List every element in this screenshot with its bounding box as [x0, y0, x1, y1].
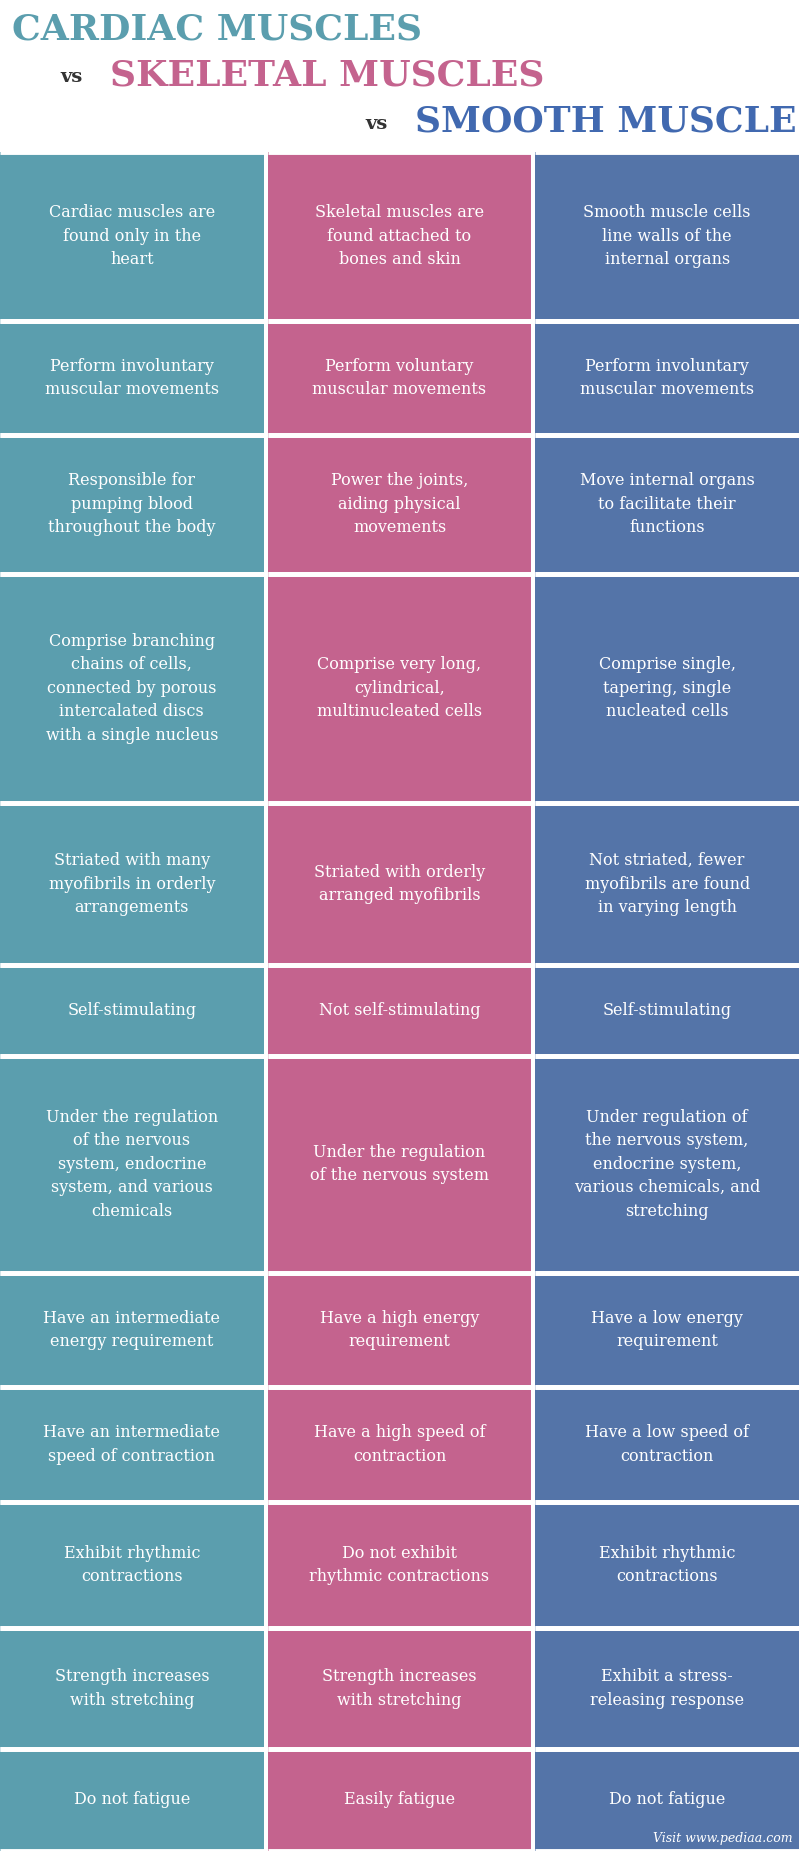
Text: Cardiac muscles are
found only in the
heart: Cardiac muscles are found only in the he… — [49, 204, 215, 269]
Text: Have an intermediate
speed of contraction: Have an intermediate speed of contractio… — [43, 1425, 221, 1464]
Bar — [535, 1273, 799, 1388]
Text: Comprise branching
chains of cells,
connected by porous
intercalated discs
with : Comprise branching chains of cells, conn… — [46, 632, 218, 743]
Bar — [0, 1388, 264, 1501]
Text: Strength increases
with stretching: Strength increases with stretching — [54, 1668, 209, 1708]
Bar — [535, 152, 799, 321]
Text: Comprise very long,
cylindrical,
multinucleated cells: Comprise very long, cylindrical, multinu… — [317, 656, 482, 721]
Text: Under regulation of
the nervous system,
endocrine system,
various chemicals, and: Under regulation of the nervous system, … — [574, 1108, 761, 1219]
Text: Strength increases
with stretching: Strength increases with stretching — [322, 1668, 477, 1708]
Text: Perform involuntary
muscular movements: Perform involuntary muscular movements — [580, 358, 754, 398]
Text: Have an intermediate
energy requirement: Have an intermediate energy requirement — [43, 1310, 221, 1351]
Text: Have a low speed of
contraction: Have a low speed of contraction — [585, 1425, 749, 1464]
Text: SKELETAL MUSCLES: SKELETAL MUSCLES — [110, 57, 544, 93]
Bar — [268, 574, 531, 802]
Text: Perform involuntary
muscular movements: Perform involuntary muscular movements — [45, 358, 219, 398]
Text: Self-stimulating: Self-stimulating — [602, 1002, 732, 1019]
Text: Have a high energy
requirement: Have a high energy requirement — [320, 1310, 479, 1351]
Text: Exhibit rhythmic
contractions: Exhibit rhythmic contractions — [64, 1545, 200, 1584]
Text: Exhibit a stress-
releasing response: Exhibit a stress- releasing response — [590, 1668, 744, 1708]
Bar — [268, 1056, 531, 1273]
Text: Striated with orderly
arranged myofibrils: Striated with orderly arranged myofibril… — [314, 863, 485, 904]
Text: Skeletal muscles are
found attached to
bones and skin: Skeletal muscles are found attached to b… — [315, 204, 484, 269]
Bar — [268, 802, 531, 965]
Text: Power the joints,
aiding physical
movements: Power the joints, aiding physical moveme… — [331, 473, 468, 537]
Text: Under the regulation
of the nervous system: Under the regulation of the nervous syst… — [310, 1143, 489, 1184]
Text: Self-stimulating: Self-stimulating — [67, 1002, 197, 1019]
Bar — [535, 1501, 799, 1629]
Text: SMOOTH MUSCLES: SMOOTH MUSCLES — [415, 106, 799, 139]
Bar — [268, 435, 531, 574]
Bar — [0, 152, 264, 321]
Bar — [535, 574, 799, 802]
Bar — [535, 965, 799, 1056]
Bar — [0, 1056, 264, 1273]
Bar — [268, 965, 531, 1056]
Bar — [0, 435, 264, 574]
Text: Perform voluntary
muscular movements: Perform voluntary muscular movements — [312, 358, 487, 398]
Text: CARDIAC MUSCLES: CARDIAC MUSCLES — [12, 11, 422, 46]
Bar — [535, 1749, 799, 1851]
Bar — [535, 1629, 799, 1749]
Text: Have a low energy
requirement: Have a low energy requirement — [591, 1310, 743, 1351]
Text: Under the regulation
of the nervous
system, endocrine
system, and various
chemic: Under the regulation of the nervous syst… — [46, 1108, 218, 1219]
Bar — [535, 1388, 799, 1501]
Bar — [268, 1501, 531, 1629]
Bar — [0, 321, 264, 435]
Bar — [535, 1056, 799, 1273]
Text: Do not fatigue: Do not fatigue — [74, 1792, 190, 1809]
Text: Not self-stimulating: Not self-stimulating — [319, 1002, 480, 1019]
Text: Do not fatigue: Do not fatigue — [609, 1792, 725, 1809]
Text: Visit www.pediaa.com: Visit www.pediaa.com — [654, 1833, 793, 1846]
Text: Easily fatigue: Easily fatigue — [344, 1792, 455, 1809]
Bar — [268, 321, 531, 435]
Bar — [0, 1629, 264, 1749]
Text: Not striated, fewer
myofibrils are found
in varying length: Not striated, fewer myofibrils are found… — [585, 852, 749, 915]
Text: Striated with many
myofibrils in orderly
arrangements: Striated with many myofibrils in orderly… — [49, 852, 215, 915]
Text: Have a high speed of
contraction: Have a high speed of contraction — [314, 1425, 485, 1464]
Bar — [0, 802, 264, 965]
Bar — [268, 1749, 531, 1851]
Text: Exhibit rhythmic
contractions: Exhibit rhythmic contractions — [599, 1545, 735, 1584]
Bar — [268, 1629, 531, 1749]
Text: Move internal organs
to facilitate their
functions: Move internal organs to facilitate their… — [580, 473, 754, 537]
Bar — [0, 1749, 264, 1851]
Bar — [535, 802, 799, 965]
Text: vs: vs — [365, 115, 388, 133]
Bar — [535, 435, 799, 574]
Text: Do not exhibit
rhythmic contractions: Do not exhibit rhythmic contractions — [309, 1545, 490, 1584]
Bar — [535, 321, 799, 435]
Text: Comprise single,
tapering, single
nucleated cells: Comprise single, tapering, single nuclea… — [598, 656, 736, 721]
Text: vs: vs — [60, 69, 82, 85]
Bar — [268, 1273, 531, 1388]
Bar — [268, 152, 531, 321]
Bar — [0, 1273, 264, 1388]
Bar — [0, 574, 264, 802]
Bar — [0, 965, 264, 1056]
Bar — [268, 1388, 531, 1501]
Bar — [0, 1501, 264, 1629]
Text: Smooth muscle cells
line walls of the
internal organs: Smooth muscle cells line walls of the in… — [583, 204, 751, 269]
Text: Responsible for
pumping blood
throughout the body: Responsible for pumping blood throughout… — [48, 473, 216, 537]
